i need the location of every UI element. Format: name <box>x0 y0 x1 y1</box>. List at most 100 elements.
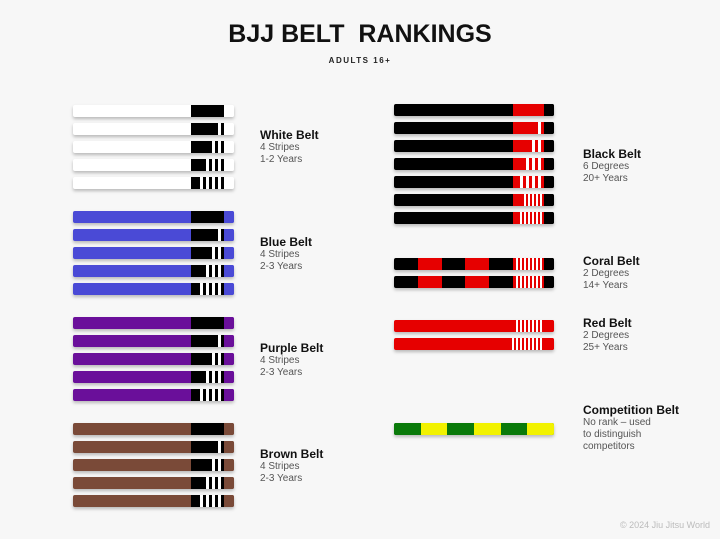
stripe <box>212 353 215 365</box>
belt-detail: 20+ Years <box>583 173 628 184</box>
stripe <box>206 371 209 383</box>
stripe <box>206 177 209 189</box>
belt-end <box>544 338 554 350</box>
belt-end <box>224 477 234 489</box>
stripe <box>538 176 541 188</box>
belt-detail: competitors <box>583 441 635 452</box>
belt-end <box>544 194 554 206</box>
stripe <box>532 176 535 188</box>
black-belt-rank <box>394 212 554 224</box>
brown-belt-label: Brown Belt 4 Stripes 2-3 Years <box>260 447 323 485</box>
stripe <box>212 283 215 295</box>
belt-detail: 2-3 Years <box>260 261 303 272</box>
blue-belt-label: Blue Belt 4 Stripes 2-3 Years <box>260 235 312 273</box>
belt-end <box>224 283 234 295</box>
belt-color-segment <box>527 423 554 435</box>
stripe <box>206 159 209 171</box>
stripe <box>520 276 522 288</box>
belt-name: Coral Belt <box>583 254 640 268</box>
belt-end <box>224 317 234 329</box>
rank-bar <box>191 335 224 347</box>
belt-detail: 2 Degrees <box>583 330 630 341</box>
stripe <box>218 459 221 471</box>
stripe <box>528 276 530 288</box>
belt-color-segment <box>474 423 502 435</box>
stripe <box>536 212 538 224</box>
stripe <box>212 141 215 153</box>
stripe <box>540 212 542 224</box>
belt-name: Purple Belt <box>260 341 324 355</box>
stripe <box>212 477 215 489</box>
stripe <box>520 176 523 188</box>
belt-end <box>224 441 234 453</box>
belt-end <box>224 211 234 223</box>
page-title: BJJ BELT RANKINGS <box>228 20 492 48</box>
belt-end <box>224 353 234 365</box>
belt-end <box>544 258 554 270</box>
rank-bar <box>513 140 544 152</box>
stripe <box>218 441 221 453</box>
stripe <box>212 265 215 277</box>
stripe <box>218 353 221 365</box>
stripe <box>524 212 526 224</box>
stripe <box>218 495 221 507</box>
rank-bar <box>191 141 224 153</box>
stripe <box>206 265 209 277</box>
blue-belt-rank <box>73 229 234 241</box>
stripe <box>218 371 221 383</box>
black-belt-rank <box>394 176 554 188</box>
purple-belt-rank <box>73 317 234 329</box>
blue-belt-rank <box>73 283 234 295</box>
belt-end <box>224 389 234 401</box>
belt-end <box>544 212 554 224</box>
stripe <box>532 338 534 350</box>
stripe <box>528 258 530 270</box>
belt-color-segment <box>500 423 528 435</box>
stripe <box>218 123 221 135</box>
black-belt-rank <box>394 122 554 134</box>
coral-belt-rank <box>394 276 554 288</box>
belt-end <box>224 495 234 507</box>
belt-end <box>544 158 554 170</box>
stripe <box>212 177 215 189</box>
copyright: © 2024 Jiu Jitsu World <box>619 520 710 530</box>
belt-color-segment <box>420 423 448 435</box>
stripe <box>206 495 209 507</box>
rank-bar <box>191 123 224 135</box>
stripe <box>536 338 538 350</box>
belt-end <box>544 140 554 152</box>
purple-belt-rank <box>73 389 234 401</box>
stripe <box>520 212 522 224</box>
belt-end <box>224 229 234 241</box>
stripe <box>532 194 534 206</box>
rank-bar <box>191 211 224 223</box>
belt-name: Blue Belt <box>260 235 313 249</box>
belt-detail: 2-3 Years <box>260 367 303 378</box>
black-belt-rank <box>394 104 554 116</box>
brown-belt-rank <box>73 459 234 471</box>
competition-belt-rank <box>394 423 554 435</box>
belt-end <box>224 159 234 171</box>
stripe <box>524 258 526 270</box>
belt-end <box>224 247 234 259</box>
belt-name: Red Belt <box>583 316 632 330</box>
stripe <box>532 140 535 152</box>
rank-bar <box>191 317 224 329</box>
stripe <box>532 258 534 270</box>
belt-end <box>544 104 554 116</box>
belt-color-segment <box>465 276 490 288</box>
stripe <box>540 194 542 206</box>
rank-bar <box>191 459 224 471</box>
black-belt-rank <box>394 158 554 170</box>
white-belt-rank <box>73 123 234 135</box>
purple-belt-label: Purple Belt 4 Stripes 2-3 Years <box>260 341 323 379</box>
stripe <box>206 477 209 489</box>
rank-bar <box>191 229 224 241</box>
stripe <box>536 320 538 332</box>
stripe <box>524 276 526 288</box>
stripe <box>218 283 221 295</box>
belt-detail: 4 Stripes <box>260 355 300 366</box>
belt-name: Black Belt <box>583 147 642 161</box>
belt-detail: 2 Degrees <box>583 268 630 279</box>
rank-bar <box>191 247 224 259</box>
